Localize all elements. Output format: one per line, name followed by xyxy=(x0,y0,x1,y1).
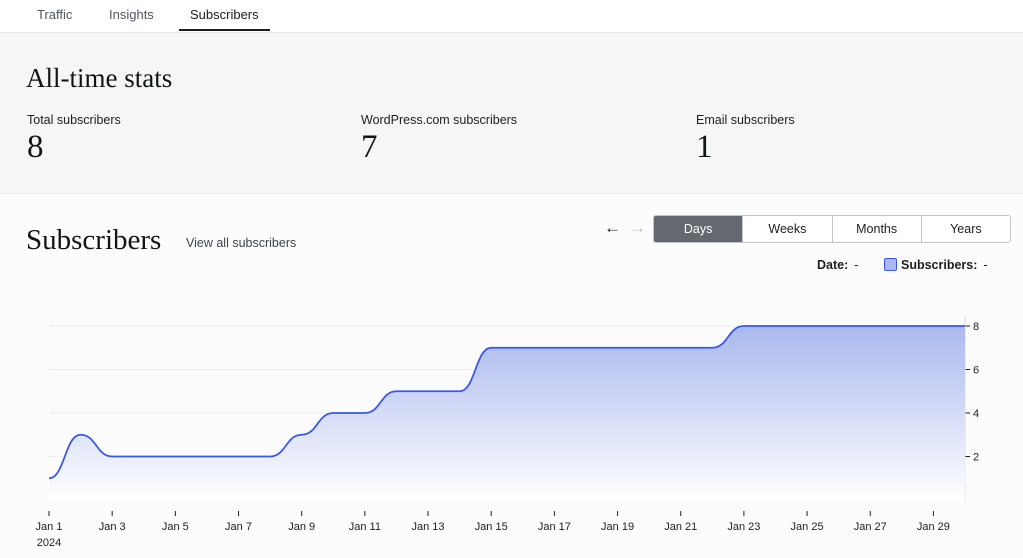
stat-total-subscribers: Total subscribers 8 xyxy=(27,113,121,167)
x-tick-label: Jan 9 xyxy=(288,521,315,533)
stat-wpcom-subscribers: WordPress.com subscribers 7 xyxy=(361,113,517,167)
data-point[interactable] xyxy=(709,345,715,351)
stat-email-subscribers: Email subscribers 1 xyxy=(696,113,795,167)
chart-series-line xyxy=(48,325,965,480)
subscribers-title: Subscribers xyxy=(26,224,162,256)
data-point[interactable] xyxy=(678,345,684,351)
data-point[interactable] xyxy=(520,345,526,351)
data-point[interactable] xyxy=(299,432,305,438)
stat-label: Total subscribers xyxy=(27,113,121,127)
x-tick-label: Jan 29 xyxy=(917,521,950,533)
x-year-label: 2024 xyxy=(37,537,61,549)
legend-date-value: - xyxy=(854,258,859,272)
data-point[interactable] xyxy=(393,388,399,394)
data-point[interactable] xyxy=(772,323,778,329)
data-point[interactable] xyxy=(330,410,336,416)
x-tick-label: Jan 13 xyxy=(412,521,445,533)
data-point[interactable] xyxy=(836,323,842,329)
data-point[interactable] xyxy=(741,323,747,329)
x-tick-label: Jan 19 xyxy=(601,521,634,533)
data-point[interactable] xyxy=(646,345,652,351)
tab-insights[interactable]: Insights xyxy=(109,7,154,22)
data-point[interactable] xyxy=(236,454,242,460)
x-tick-label: Jan 23 xyxy=(727,521,760,533)
stat-value: 7 xyxy=(361,129,378,165)
data-point[interactable] xyxy=(867,323,873,329)
data-point[interactable] xyxy=(78,432,84,438)
tab-traffic[interactable]: Traffic xyxy=(37,7,73,22)
data-point[interactable] xyxy=(362,410,368,416)
data-point[interactable] xyxy=(962,323,968,329)
view-all-subscribers-link[interactable]: View all subscribers xyxy=(186,236,297,250)
x-tick-label: Jan 15 xyxy=(475,521,508,533)
data-point[interactable] xyxy=(109,454,115,460)
legend-series-value: - xyxy=(983,258,988,272)
stat-value: 1 xyxy=(696,129,713,165)
data-point[interactable] xyxy=(425,388,431,394)
period-weeks-button[interactable]: Weeks xyxy=(742,216,831,242)
data-point[interactable] xyxy=(551,345,557,351)
x-tick-label: Jan 1 xyxy=(36,521,63,533)
stat-label: Email subscribers xyxy=(696,113,795,127)
data-point[interactable] xyxy=(804,323,810,329)
data-point[interactable] xyxy=(46,475,52,481)
period-days-button[interactable]: Days xyxy=(654,216,743,242)
stat-value: 8 xyxy=(27,129,44,165)
stat-label: WordPress.com subscribers xyxy=(361,113,518,127)
x-tick-label: Jan 5 xyxy=(162,521,189,533)
legend-swatch-icon xyxy=(884,258,897,271)
data-point[interactable] xyxy=(141,454,147,460)
data-point[interactable] xyxy=(267,454,273,460)
period-selector: Days Weeks Months Years xyxy=(653,215,1011,243)
all-time-stats-title: All-time stats xyxy=(26,63,173,93)
x-tick-label: Jan 27 xyxy=(854,521,887,533)
data-point[interactable] xyxy=(930,323,936,329)
y-tick-label: 2 xyxy=(973,452,979,464)
subscribers-area-chart: 2 4 6 8 Jan 1 Jan 3 Jan 5 Jan 7 Jan 9 Jan 11 Jan … xyxy=(36,316,979,549)
y-tick-label: 8 xyxy=(973,321,979,333)
chart-area-fill xyxy=(49,326,965,500)
y-tick-label: 6 xyxy=(973,365,979,377)
period-months-button[interactable]: Months xyxy=(831,216,921,242)
data-point[interactable] xyxy=(583,345,589,351)
data-point[interactable] xyxy=(172,454,178,460)
x-tick-label: Jan 25 xyxy=(791,521,824,533)
legend-subscribers: Subscribers: - xyxy=(884,258,988,272)
arrow-left-icon[interactable]: ← xyxy=(604,218,621,237)
data-point[interactable] xyxy=(457,388,463,394)
all-time-stats-panel: All-time stats Total subscribers 8 WordP… xyxy=(0,33,1023,194)
data-point[interactable] xyxy=(615,345,621,351)
arrow-right-icon[interactable]: → xyxy=(629,218,646,237)
legend-series-label: Subscribers: xyxy=(901,258,978,272)
stats-tab-bar: Traffic Insights Subscribers xyxy=(0,0,1023,33)
x-tick-label: Jan 17 xyxy=(538,521,571,533)
y-tick-label: 4 xyxy=(973,408,979,420)
data-point[interactable] xyxy=(204,454,210,460)
period-years-button[interactable]: Years xyxy=(920,216,1010,242)
legend-date: Date: - xyxy=(817,258,858,272)
data-point[interactable] xyxy=(899,323,905,329)
tab-subscribers[interactable]: Subscribers xyxy=(179,0,270,31)
data-point[interactable] xyxy=(488,345,494,351)
x-tick-label: Jan 7 xyxy=(225,521,252,533)
subscribers-chart-section: Subscribers View all subscribers ← → Day… xyxy=(0,194,1023,558)
legend-date-label: Date: xyxy=(817,258,849,272)
x-tick-label: Jan 3 xyxy=(99,521,126,533)
x-tick-label: Jan 11 xyxy=(349,521,381,533)
x-tick-label: Jan 21 xyxy=(664,521,697,533)
